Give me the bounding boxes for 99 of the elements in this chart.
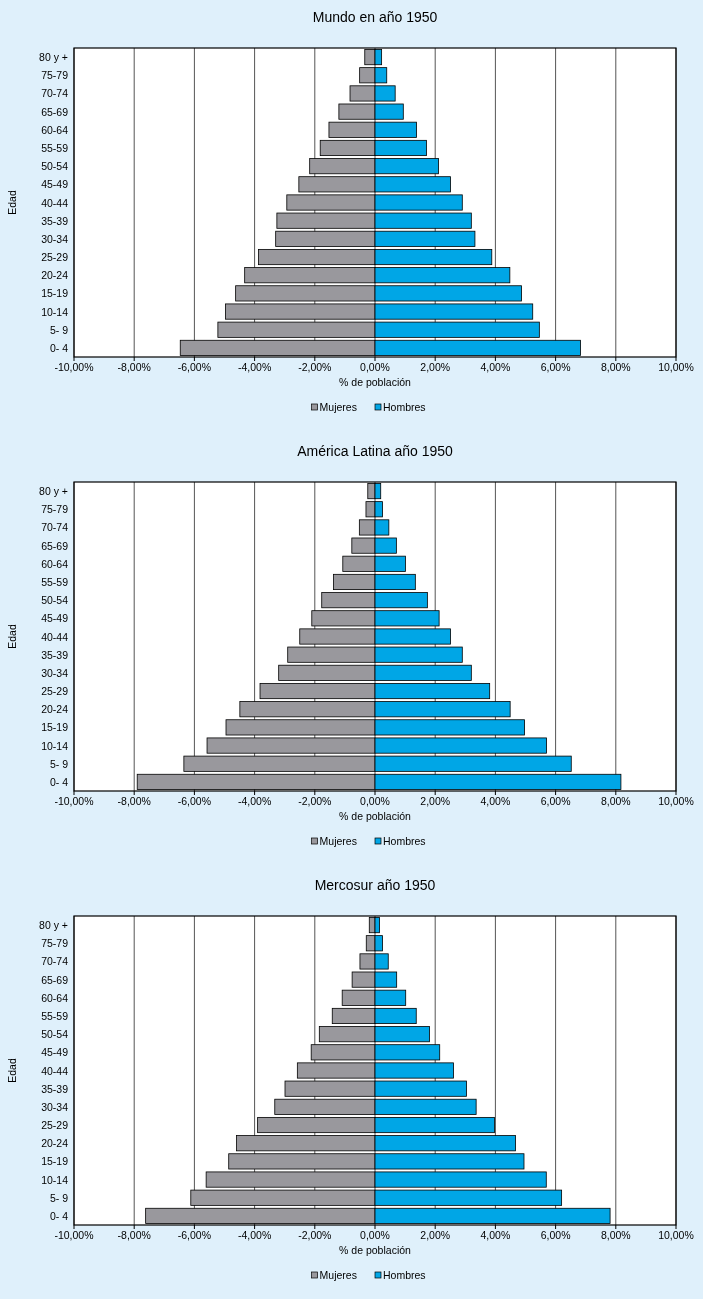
x-tick-label: -10,00% xyxy=(54,795,94,807)
x-tick-label: 10,00% xyxy=(658,361,694,373)
chart-title: Mercosur año 1950 xyxy=(314,877,436,893)
y-tick-label: 15-19 xyxy=(41,287,69,300)
y-tick-label: 80 y + xyxy=(39,919,68,932)
x-tick-label: -10,00% xyxy=(54,361,94,373)
legend-label: Hombres xyxy=(383,835,426,847)
y-tick-label: 25-29 xyxy=(41,685,69,698)
x-tick-label: 2,00% xyxy=(420,361,451,373)
y-tick-label: 5- 9 xyxy=(49,323,69,336)
x-tick-label: 0,00% xyxy=(360,1229,390,1241)
y-tick-label: 60-64 xyxy=(41,991,69,1004)
legend-label: Hombres xyxy=(383,401,426,413)
y-tick-label: 55-59 xyxy=(41,1009,69,1022)
y-tick-label: 25-29 xyxy=(41,1119,69,1132)
y-tick-label: 40-44 xyxy=(41,630,69,643)
y-tick-label: 10-14 xyxy=(41,305,69,318)
x-tick-label: -6,00% xyxy=(177,361,212,373)
y-tick-label: 15-19 xyxy=(41,721,69,734)
legend-label: Hombres xyxy=(383,1269,426,1281)
y-tick-label: 10-14 xyxy=(41,739,69,752)
y-tick-label: 35-39 xyxy=(41,648,69,661)
x-tick-label: 10,00% xyxy=(658,1229,694,1241)
y-tick-label: 35-39 xyxy=(41,214,69,227)
y-tick-label: 80 y + xyxy=(39,51,68,64)
y-tick-label: 25-29 xyxy=(41,251,69,264)
y-tick-label: 30-34 xyxy=(41,666,69,679)
x-axis-title: % de población xyxy=(339,810,412,822)
chart-title: América Latina año 1950 xyxy=(297,443,454,459)
y-tick-label: 60-64 xyxy=(41,123,69,136)
x-tick-label: -6,00% xyxy=(177,1229,212,1241)
x-tick-label: 8,00% xyxy=(600,1229,631,1241)
x-tick-label: 4,00% xyxy=(480,795,511,807)
y-tick-label: 5- 9 xyxy=(49,1191,69,1204)
x-tick-label: 2,00% xyxy=(420,795,451,807)
y-tick-label: 50-54 xyxy=(41,594,69,607)
y-tick-label: 5- 9 xyxy=(49,757,69,770)
x-tick-label: 0,00% xyxy=(360,361,390,373)
y-tick-label: 0- 4 xyxy=(49,775,69,788)
y-tick-label: 0- 4 xyxy=(49,1209,69,1222)
x-tick-label: -6,00% xyxy=(177,795,212,807)
x-axis-title: % de población xyxy=(339,376,412,388)
y-tick-label: 40-44 xyxy=(41,196,69,209)
x-tick-label: -8,00% xyxy=(117,361,151,373)
x-tick-label: 6,00% xyxy=(540,795,571,807)
y-tick-label: 20-24 xyxy=(41,1137,69,1150)
y-tick-label: 45-49 xyxy=(41,612,69,625)
y-tick-label: 0- 4 xyxy=(49,341,69,354)
x-tick-label: -2,00% xyxy=(298,1229,332,1241)
x-tick-label: -10,00% xyxy=(54,1229,94,1241)
x-axis-title: % de población xyxy=(339,1244,412,1256)
y-tick-label: 65-69 xyxy=(41,539,69,552)
y-tick-label: 45-49 xyxy=(41,1046,69,1059)
y-tick-label: 40-44 xyxy=(41,1064,69,1077)
y-tick-label: 80 y + xyxy=(39,485,68,498)
legend-label: Mujeres xyxy=(319,835,357,847)
y-tick-label: 35-39 xyxy=(41,1082,69,1095)
y-tick-label: 30-34 xyxy=(41,1100,69,1113)
y-tick-label: 15-19 xyxy=(41,1155,69,1168)
legend-label: Mujeres xyxy=(319,1269,357,1281)
y-tick-label: 10-14 xyxy=(41,1173,69,1186)
y-axis-title: Edad xyxy=(6,190,18,215)
x-tick-label: 6,00% xyxy=(540,361,571,373)
y-tick-label: 70-74 xyxy=(41,87,69,100)
y-tick-label: 20-24 xyxy=(41,269,69,282)
y-tick-label: 50-54 xyxy=(41,160,69,173)
y-axis-title: Edad xyxy=(6,624,18,649)
y-tick-label: 55-59 xyxy=(41,141,69,154)
x-tick-label: 4,00% xyxy=(480,361,511,373)
y-tick-label: 70-74 xyxy=(41,521,69,534)
x-tick-label: 8,00% xyxy=(600,795,631,807)
x-tick-label: 0,00% xyxy=(360,795,390,807)
y-tick-label: 70-74 xyxy=(41,955,69,968)
y-axis-title: Edad xyxy=(6,1058,18,1083)
x-tick-label: -2,00% xyxy=(298,795,332,807)
x-tick-label: -8,00% xyxy=(117,1229,151,1241)
legend-label: Mujeres xyxy=(319,401,357,413)
y-tick-label: 45-49 xyxy=(41,178,69,191)
y-tick-label: 75-79 xyxy=(41,69,69,82)
x-tick-label: 8,00% xyxy=(600,361,631,373)
x-tick-label: -2,00% xyxy=(298,361,332,373)
x-tick-label: -4,00% xyxy=(237,361,272,373)
y-tick-label: 50-54 xyxy=(41,1028,69,1041)
x-tick-label: 2,00% xyxy=(420,1229,451,1241)
y-tick-label: 75-79 xyxy=(41,937,69,950)
y-tick-label: 65-69 xyxy=(41,973,69,986)
x-tick-label: -4,00% xyxy=(237,795,272,807)
y-tick-label: 60-64 xyxy=(41,557,69,570)
x-tick-label: -4,00% xyxy=(237,1229,272,1241)
x-tick-label: -8,00% xyxy=(117,795,151,807)
y-tick-label: 75-79 xyxy=(41,503,69,516)
y-tick-label: 65-69 xyxy=(41,105,69,118)
x-tick-label: 10,00% xyxy=(658,795,694,807)
y-tick-label: 55-59 xyxy=(41,575,69,588)
x-tick-label: 6,00% xyxy=(540,1229,571,1241)
chart-title: Mundo en año 1950 xyxy=(312,9,438,25)
x-tick-label: 4,00% xyxy=(480,1229,511,1241)
y-tick-label: 30-34 xyxy=(41,232,69,245)
y-tick-label: 20-24 xyxy=(41,703,69,716)
